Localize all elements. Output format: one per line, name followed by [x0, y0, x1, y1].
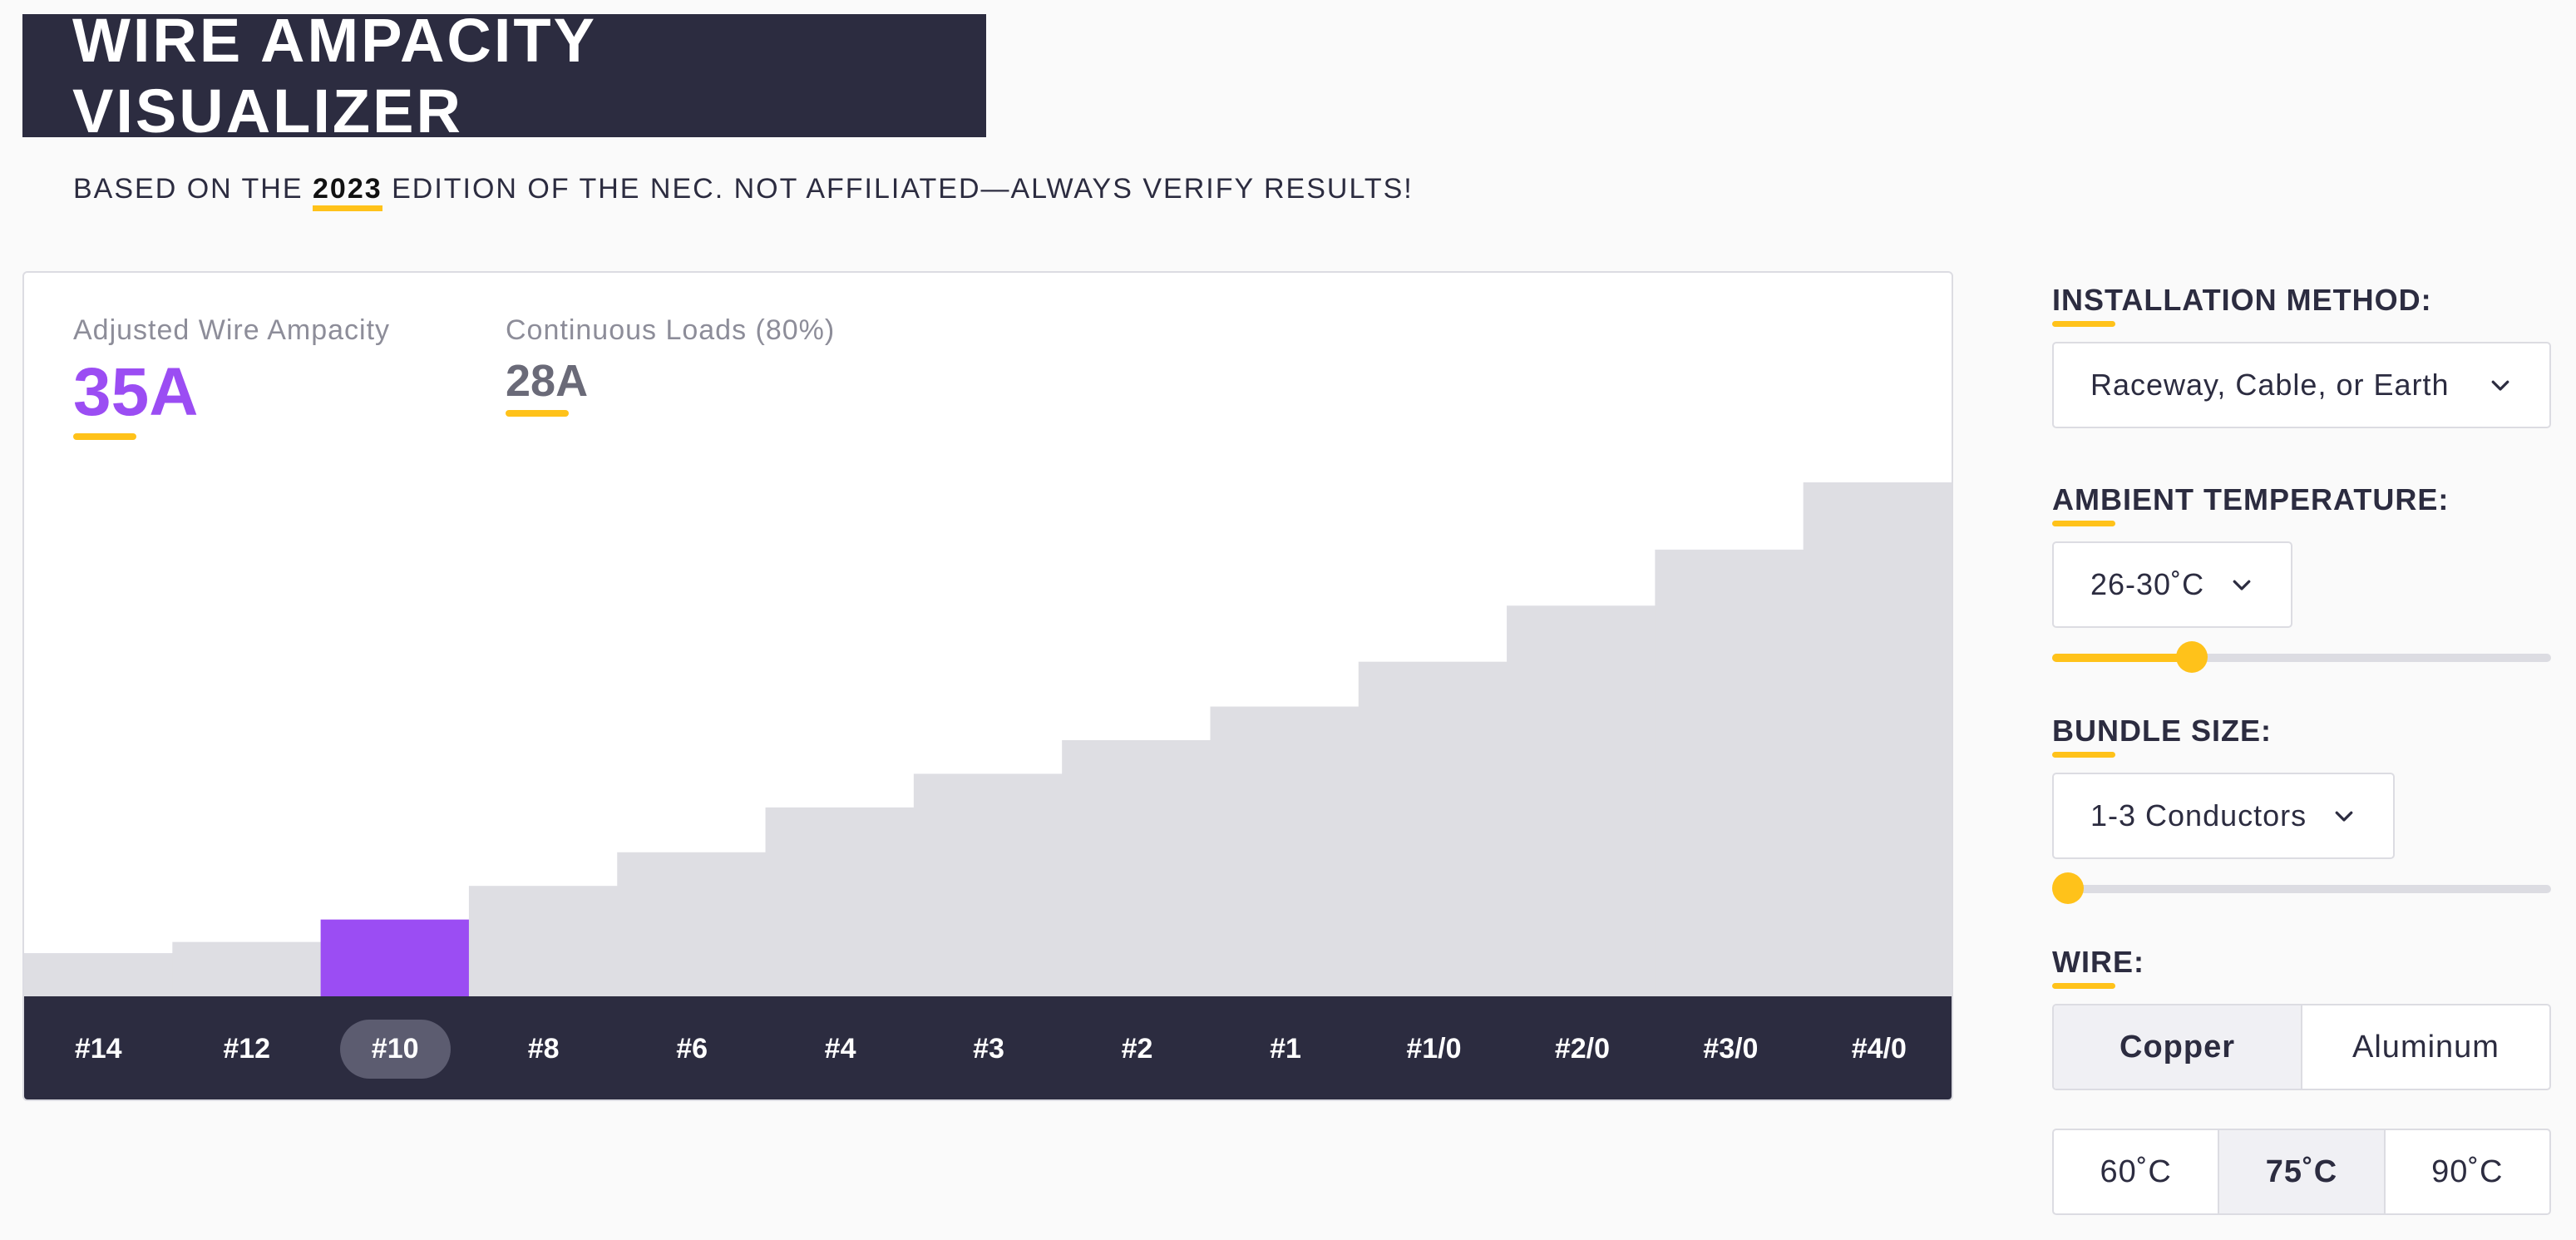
ampacity-bar-30 — [1655, 549, 1804, 998]
ampacity-bar-14 — [24, 953, 173, 998]
gauge-button[interactable]: #2 — [1063, 996, 1211, 1099]
bundle-size-dropdown[interactable]: 1-3 Conductors — [2052, 773, 2396, 859]
temperature-rating-option[interactable]: 90˚C — [2431, 1154, 2504, 1189]
gauge-button[interactable]: #2/0 — [1508, 996, 1656, 1099]
ambient-temperature-label: AMBIENT TEMPERATURE: — [2052, 482, 2450, 516]
accent-underline — [2052, 521, 2115, 526]
gauge-label: #2 — [1121, 1032, 1153, 1065]
ambient-temperature-control: AMBIENT TEMPERATURE: 26-30˚C — [2052, 482, 2551, 673]
ampacity-bar-8 — [468, 886, 618, 998]
wire-gauge-selector: #14 #12 #10 #8 #6 #4 #3 #2 #1 #1/0 #2/0 #3/0 #4/0 — [24, 996, 1952, 1099]
gauge-button[interactable]: #8 — [469, 996, 617, 1099]
gauge-button[interactable]: #3 — [915, 996, 1063, 1099]
subtitle: BASED ON THE 2023 EDITION OF THE NEC. NO… — [73, 173, 1414, 211]
slider-fill — [2052, 654, 2192, 662]
gauge-button[interactable]: #1/0 — [1360, 996, 1508, 1099]
bundle-size-value: 1-3 Conductors — [2090, 798, 2307, 832]
ambient-temperature-dropdown[interactable]: 26-30˚C — [2052, 541, 2293, 628]
ampacity-bar-10 — [1358, 661, 1508, 998]
installation-method-label: INSTALLATION METHOD: — [2052, 283, 2432, 317]
gauge-button[interactable]: #1 — [1212, 996, 1360, 1099]
temperature-rating-toggle: 60˚C 75˚C 90˚C — [2052, 1129, 2551, 1215]
subtitle-prefix: BASED ON THE — [73, 173, 313, 205]
accent-underline — [2052, 321, 2115, 327]
ambient-temperature-value: 26-30˚C — [2090, 567, 2205, 601]
chevron-down-icon — [2233, 580, 2251, 590]
installation-method-value: Raceway, Cable, or Earth — [2090, 368, 2450, 402]
slider-track — [2052, 885, 2551, 893]
adjusted-ampacity-stat: Adjusted Wire Ampacity 35A — [73, 314, 390, 440]
ampacity-bar-6 — [617, 852, 767, 998]
installation-method-dropdown[interactable]: Raceway, Cable, or Earth — [2052, 342, 2551, 428]
wire-label: WIRE: — [2052, 945, 2144, 979]
gauge-label: #4/0 — [1851, 1032, 1907, 1065]
slider-thumb[interactable] — [2176, 641, 2208, 673]
temperature-rating-option[interactable]: 75˚C — [2219, 1130, 2386, 1213]
gauge-label: #2/0 — [1554, 1032, 1611, 1065]
gauge-label: #3/0 — [1703, 1032, 1759, 1065]
adjusted-ampacity-label: Adjusted Wire Ampacity — [73, 314, 391, 346]
continuous-load-stat: Continuous Loads (80%) 28A — [506, 314, 835, 417]
gauge-label: #4 — [824, 1032, 856, 1065]
accent-underline — [506, 410, 569, 417]
ampacity-bar-2 — [1062, 740, 1212, 998]
ampacity-bar-10 — [320, 919, 470, 998]
ampacity-bars — [24, 482, 1952, 998]
continuous-load-label: Continuous Loads (80%) — [506, 314, 836, 346]
ampacity-bar-1 — [1210, 706, 1360, 998]
wire-control: WIRE: Copper Aluminum 60˚C 75˚C 90˚C — [2052, 945, 2551, 1215]
nec-year: 2023 — [313, 173, 382, 211]
gauge-button[interactable]: #14 — [24, 996, 172, 1099]
accent-underline — [2052, 983, 2115, 989]
installation-method-control: INSTALLATION METHOD: Raceway, Cable, or … — [2052, 283, 2551, 428]
slider-thumb[interactable] — [2052, 872, 2084, 904]
wire-material-option[interactable]: Copper — [2054, 1005, 2302, 1089]
gauge-button[interactable]: #6 — [618, 996, 766, 1099]
gauge-label: #12 — [223, 1032, 271, 1065]
subtitle-suffix: EDITION OF THE NEC. NOT AFFILIATED—ALWAY… — [382, 173, 1414, 205]
temperature-rating-option[interactable]: 60˚C — [2054, 1130, 2220, 1213]
gauge-label: #14 — [74, 1032, 122, 1065]
gauge-button[interactable]: #4 — [766, 996, 914, 1099]
gauge-button[interactable]: #10 — [321, 996, 469, 1099]
gauge-label: #8 — [527, 1032, 560, 1065]
chevron-down-icon — [2491, 380, 2509, 391]
bundle-size-control: BUNDLE SIZE: 1-3 Conductors — [2052, 714, 2551, 904]
gauge-button[interactable]: #4/0 — [1805, 996, 1952, 1099]
ampacity-bar-4 — [765, 807, 915, 998]
ambient-temperature-slider[interactable] — [2052, 641, 2551, 673]
gauge-button[interactable]: #3/0 — [1656, 996, 1804, 1099]
continuous-load-value: 28A — [506, 356, 589, 406]
wire-material-toggle: Copper Aluminum — [2052, 1004, 2551, 1090]
bundle-size-label: BUNDLE SIZE: — [2052, 714, 2272, 748]
accent-underline — [73, 433, 136, 440]
ampacity-bar-20 — [1507, 605, 1656, 998]
slider-track — [2052, 654, 2551, 662]
gauge-label: #10 — [339, 1019, 451, 1079]
gauge-label: #6 — [676, 1032, 708, 1065]
ampacity-chart: Adjusted Wire Ampacity 35A Continuous Lo… — [22, 271, 1953, 1101]
gauge-label: #1 — [1270, 1032, 1301, 1065]
app-title: WIRE AMPACITY VISUALIZER — [22, 6, 986, 146]
gauge-label: #3 — [973, 1032, 1004, 1065]
adjusted-ampacity-value: 35A — [73, 354, 199, 430]
chevron-down-icon — [2335, 811, 2353, 822]
ampacity-bar-3 — [913, 773, 1063, 998]
ampacity-bar-40 — [1803, 482, 1952, 998]
accent-underline — [2052, 752, 2115, 758]
gauge-button[interactable]: #12 — [172, 996, 320, 1099]
ampacity-bar-12 — [172, 941, 322, 998]
bundle-size-slider[interactable] — [2052, 872, 2551, 904]
wire-material-option[interactable]: Aluminum — [2352, 1029, 2500, 1065]
gauge-label: #1/0 — [1406, 1032, 1462, 1065]
